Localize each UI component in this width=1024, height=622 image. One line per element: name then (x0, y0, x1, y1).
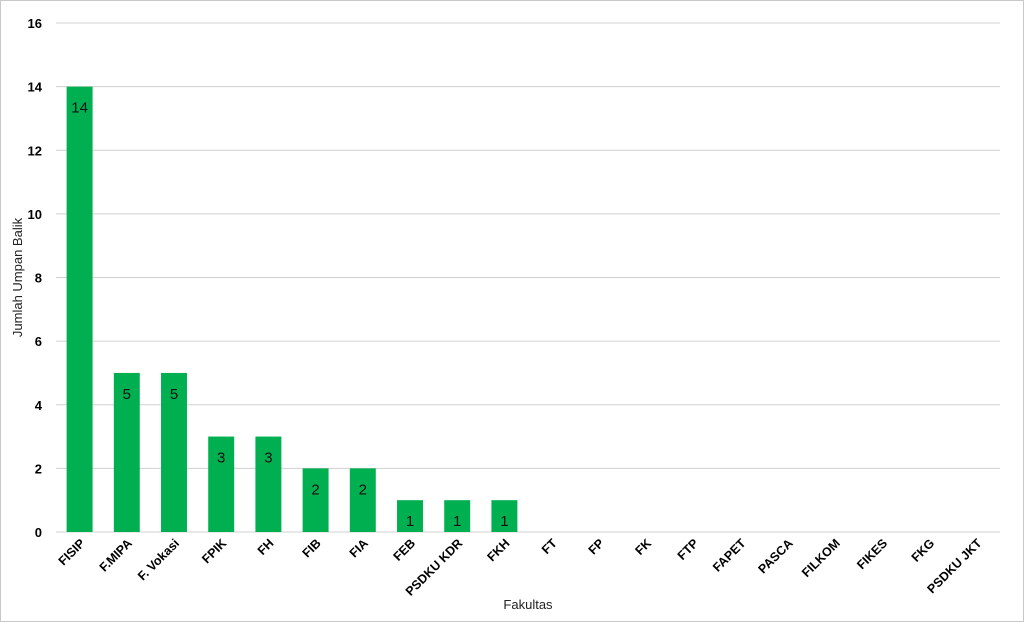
x-tick-label: FPIK (199, 536, 229, 566)
x-tick-label: FAPET (710, 536, 749, 575)
y-tick-label: 4 (35, 398, 43, 413)
y-tick-label: 2 (35, 461, 42, 476)
x-tick-label: FEB (391, 536, 419, 564)
x-tick-label: FK (632, 536, 654, 558)
y-tick-label: 10 (28, 207, 42, 222)
x-tick-label: FILKOM (799, 536, 843, 580)
x-tick-label: FTP (675, 536, 702, 563)
data-label: 1 (500, 513, 508, 530)
data-label: 1 (406, 513, 414, 530)
x-tick-label: FH (255, 536, 277, 558)
y-axis-title: Jumlah Umpan Balik (10, 217, 25, 337)
bar (349, 468, 376, 532)
bar (444, 500, 471, 532)
x-tick-label: FIA (347, 536, 371, 560)
y-tick-label: 14 (28, 80, 43, 95)
data-label: 14 (71, 100, 88, 117)
x-tick-label: F. Vokasi (135, 536, 182, 583)
bar (491, 500, 518, 532)
bar (255, 436, 282, 532)
bar (302, 468, 329, 532)
data-label: 5 (170, 386, 178, 403)
bars (66, 86, 518, 532)
x-axis-ticks: FISIP F.MIPA F. Vokasi FPIK FH FIB FIA FEBPSDKU… (56, 536, 985, 599)
x-tick-label: F.MIPA (97, 536, 135, 574)
y-tick-label: 8 (35, 271, 42, 286)
y-tick-label: 12 (28, 143, 42, 158)
data-labels: 14 5 5 3 3 2 2 1 1 1 (71, 100, 508, 531)
x-tick-label: FIKES (854, 536, 890, 572)
x-tick-label: FISIP (56, 536, 88, 568)
x-tick-label: FKG (909, 536, 938, 565)
x-tick-label: FT (539, 536, 560, 557)
bar (66, 86, 93, 532)
data-label: 2 (311, 481, 319, 498)
data-label: 1 (453, 513, 461, 530)
gridlines (56, 22, 1000, 533)
x-axis-title: Fakultas (503, 597, 553, 612)
bar (161, 372, 187, 532)
x-tick-label: PASCA (756, 536, 796, 576)
x-tick-label: FKH (484, 536, 512, 564)
bar (113, 372, 140, 532)
data-label: 5 (123, 386, 131, 403)
y-tick-label: 16 (28, 16, 42, 31)
y-tick-label: 0 (35, 525, 42, 540)
y-tick-label: 6 (35, 334, 42, 349)
data-label: 3 (264, 450, 272, 467)
x-tick-label: FIB (300, 536, 324, 560)
y-axis-ticks: 0 2 4 6 8 10 12 14 16 (28, 16, 43, 540)
data-label: 2 (359, 481, 367, 498)
x-tick-label: FP (586, 536, 607, 557)
bar (397, 500, 423, 532)
bar (208, 436, 235, 532)
data-label: 3 (217, 450, 225, 467)
